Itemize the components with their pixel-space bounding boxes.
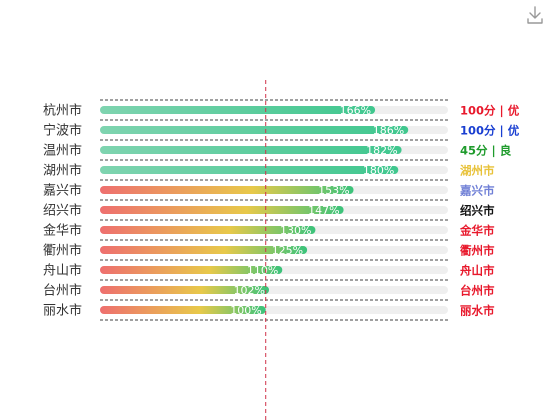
bar[interactable] [100, 306, 266, 314]
category-label: 杭州市 [43, 103, 82, 119]
bar[interactable] [100, 146, 402, 154]
bar[interactable] [100, 126, 409, 134]
bar-row-7: 衢州市 125% 衢州市 [43, 239, 495, 259]
value-label: 182% [366, 144, 397, 157]
category-label: 金华市 [43, 223, 82, 239]
right-label: 45分 | 良 [460, 144, 512, 158]
download-button[interactable] [524, 4, 546, 26]
bar-row-3: 湖州市 180% 湖州市 [43, 159, 495, 179]
value-label: 100% [230, 304, 261, 317]
bar[interactable] [100, 186, 354, 194]
bar[interactable] [100, 106, 376, 114]
category-label: 嘉兴市 [43, 183, 82, 199]
bar[interactable] [100, 246, 308, 254]
right-label: 衢州市 [460, 244, 495, 258]
category-label: 丽水市 [43, 303, 82, 319]
bar[interactable] [100, 206, 344, 214]
value-label: 110% [247, 264, 278, 277]
right-label: 绍兴市 [460, 204, 495, 218]
bar-row-10: 丽水市 100% 丽水市 [43, 299, 495, 321]
right-label: 金华市 [459, 224, 495, 238]
bar-row-9: 台州市 102% 台州市 [43, 279, 495, 299]
value-label: 102% [234, 284, 265, 297]
right-label: 100分 | 优 [460, 104, 520, 118]
bar-row-6: 金华市 130% 金华市 [43, 219, 495, 239]
category-label: 宁波市 [43, 123, 82, 139]
category-label: 湖州市 [43, 163, 82, 179]
bar[interactable] [100, 266, 283, 274]
value-label: 186% [373, 124, 404, 137]
right-label: 嘉兴市 [459, 184, 495, 198]
bar-row-1: 宁波市 186% 100分 | 优 [43, 119, 520, 139]
category-label: 绍兴市 [43, 203, 82, 219]
bar-row-0: 杭州市 166% 100分 | 优 [43, 99, 520, 119]
bar-row-8: 舟山市 110% 舟山市 [43, 259, 495, 279]
right-label: 湖州市 [460, 164, 495, 178]
right-label: 100分 | 优 [460, 124, 520, 138]
category-label: 衢州市 [43, 243, 82, 259]
right-label: 丽水市 [460, 304, 495, 318]
value-label: 130% [280, 224, 311, 237]
category-label: 温州市 [43, 143, 82, 159]
value-label: 166% [340, 104, 371, 117]
value-label: 147% [308, 204, 339, 217]
bar[interactable] [100, 166, 399, 174]
value-label: 125% [272, 244, 303, 257]
value-label: 153% [318, 184, 349, 197]
right-label: 舟山市 [460, 264, 495, 278]
category-label: 舟山市 [43, 263, 82, 279]
bar-row-2: 温州市 182% 45分 | 良 [43, 139, 512, 159]
value-label: 180% [363, 164, 394, 177]
download-icon [527, 6, 543, 24]
bar[interactable] [100, 286, 270, 294]
right-label: 台州市 [460, 284, 495, 298]
category-label: 台州市 [43, 283, 82, 299]
bar-row-5: 绍兴市 147% 绍兴市 [43, 199, 495, 219]
bar-row-4: 嘉兴市 153% 嘉兴市 [43, 179, 495, 199]
bar[interactable] [100, 226, 316, 234]
